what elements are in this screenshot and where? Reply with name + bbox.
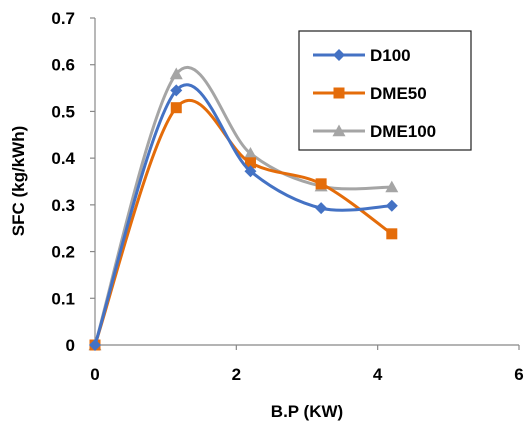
legend-label-d100: D100 (370, 46, 411, 65)
y-tick-label: 0.7 (51, 9, 75, 28)
series-d100 (89, 83, 398, 351)
y-axis: 0 0.1 0.2 0.3 0.4 0.5 0.6 0.7 (51, 9, 96, 355)
x-axis-title: B.P (KW) (271, 402, 343, 421)
data-point-d100 (89, 339, 101, 351)
x-tick-label: 0 (90, 365, 99, 384)
x-tick-label: 2 (232, 365, 241, 384)
data-point-dme50 (244, 157, 256, 169)
legend-label-dme50: DME50 (370, 84, 427, 103)
data-point-d100 (315, 202, 328, 215)
data-point-d100 (385, 199, 398, 212)
legend-label-dme100: DME100 (370, 122, 436, 141)
y-tick-label: 0.5 (51, 102, 75, 121)
data-point-dme50 (386, 228, 398, 240)
y-tick-label: 0.2 (51, 243, 75, 262)
y-tick-label: 0.4 (51, 149, 75, 168)
y-tick-label: 0.1 (51, 289, 75, 308)
legend-marker-d100 (333, 49, 345, 61)
legend: D100 DME50 DME100 (298, 30, 472, 151)
data-point-d100 (170, 84, 183, 97)
data-point-dme100 (243, 146, 257, 159)
data-point-d100 (244, 165, 257, 178)
y-tick-label: 0.3 (51, 196, 75, 215)
series-layer (88, 65, 399, 351)
legend-box (298, 30, 472, 151)
data-point-dme50 (315, 178, 327, 190)
y-axis-title: SFC (kg/kWh) (9, 126, 28, 237)
x-axis: 0 2 4 6 (90, 344, 524, 384)
y-tick-label: 0 (66, 336, 75, 355)
data-point-dme50 (170, 102, 182, 114)
data-point-dme100 (169, 67, 183, 80)
legend-marker-dme100 (332, 124, 346, 137)
x-tick-label: 6 (514, 365, 523, 384)
y-tick-label: 0.6 (51, 56, 75, 75)
x-tick-label: 4 (373, 365, 383, 384)
legend-marker-dme50 (333, 87, 345, 99)
data-point-dme100 (385, 180, 399, 193)
